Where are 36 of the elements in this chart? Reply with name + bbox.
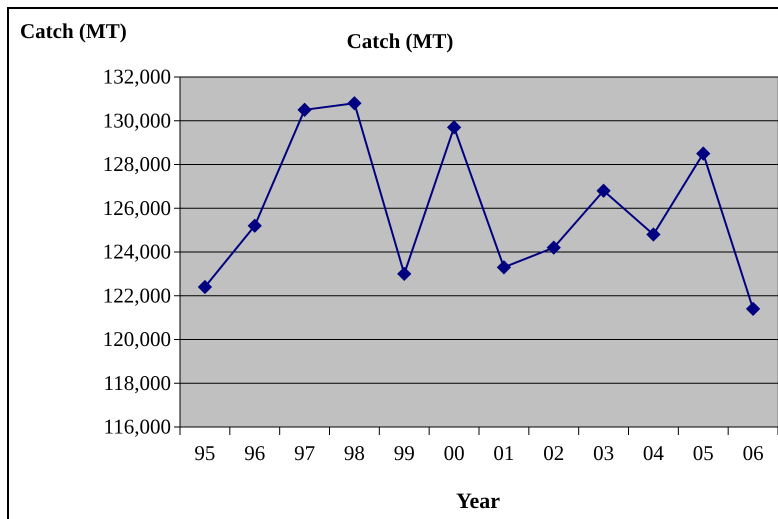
x-tick-label: 00 xyxy=(444,440,465,465)
x-tick-label: 01 xyxy=(493,440,514,465)
x-tick-label: 99 xyxy=(394,440,415,465)
x-tick-label: 95 xyxy=(194,440,216,465)
y-tick-label: 116,000 xyxy=(104,414,171,439)
point xyxy=(596,184,611,198)
y-tick-label: 132,000 xyxy=(102,64,171,89)
y-tick-label: 128,000 xyxy=(102,152,171,176)
point xyxy=(696,146,710,161)
point xyxy=(546,240,561,255)
x-tick-label: 97 xyxy=(294,440,316,465)
x-tick-label: 06 xyxy=(742,440,764,465)
y-tick-label: 126,000 xyxy=(102,196,171,220)
chart-title: Catch (MT) xyxy=(346,29,454,53)
point xyxy=(746,302,760,316)
point xyxy=(397,266,412,282)
point xyxy=(198,280,212,294)
x-axis-title: Year xyxy=(456,488,500,513)
point xyxy=(297,102,312,117)
point xyxy=(347,96,362,110)
x-tick-label: 02 xyxy=(543,440,564,465)
y-tick-label: 130,000 xyxy=(102,108,171,132)
x-tick-label: 04 xyxy=(642,440,664,465)
point xyxy=(248,218,262,233)
point xyxy=(446,120,462,134)
x-tick-label: 03 xyxy=(593,440,614,465)
x-tick-label: 98 xyxy=(344,440,365,465)
y-tick-label: 122,000 xyxy=(102,283,171,308)
y-tick-label: 118,000 xyxy=(104,370,171,395)
x-tick-label: 05 xyxy=(692,440,714,465)
y-tick-label: 120,000 xyxy=(102,327,171,352)
point xyxy=(496,260,512,274)
y-axis-title: Catch (MT) xyxy=(20,19,127,43)
y-tick-label: 124,000 xyxy=(102,240,171,264)
x-tick-label: 96 xyxy=(244,440,266,465)
point xyxy=(646,227,661,242)
